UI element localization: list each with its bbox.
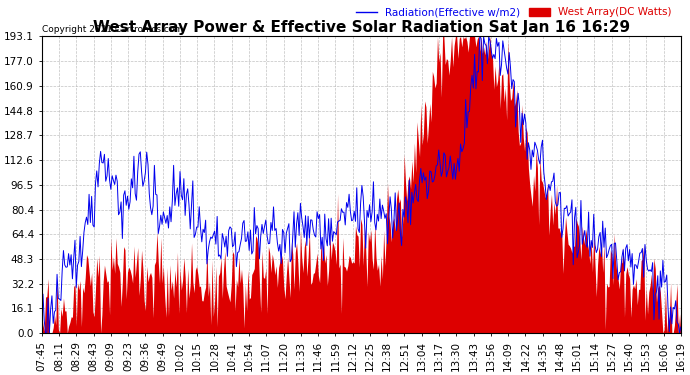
Text: Copyright 2021 Cartronics.com: Copyright 2021 Cartronics.com xyxy=(41,24,183,33)
Legend: Radiation(Effective w/m2), West Array(DC Watts): Radiation(Effective w/m2), West Array(DC… xyxy=(352,3,676,21)
Title: West Array Power & Effective Solar Radiation Sat Jan 16 16:29: West Array Power & Effective Solar Radia… xyxy=(92,20,630,35)
